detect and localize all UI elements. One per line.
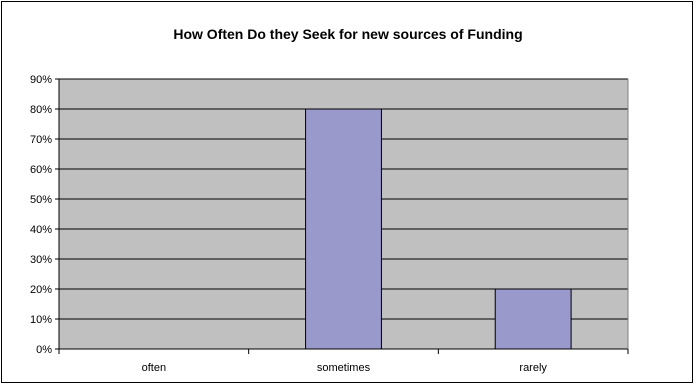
- bar-sometimes: [305, 108, 382, 350]
- x-tick-label: sometimes: [317, 362, 371, 374]
- y-tick-label: 50%: [30, 194, 52, 206]
- y-tick-label: 20%: [30, 284, 52, 296]
- x-axis-ticks: often sometimes rarely: [58, 349, 629, 374]
- y-tick-label: 0%: [36, 344, 52, 356]
- axes: [58, 79, 629, 350]
- x-tick-label: rarely: [519, 362, 547, 374]
- y-tick-label: 80%: [30, 104, 52, 116]
- y-tick-label: 90%: [30, 74, 52, 86]
- bars: [305, 108, 572, 350]
- y-tick-label: 10%: [30, 314, 52, 326]
- y-tick-label: 70%: [30, 134, 52, 146]
- y-tick-label: 60%: [30, 164, 52, 176]
- chart-title: How Often Do they Seek for new sources o…: [173, 26, 523, 42]
- y-tick-label: 30%: [30, 254, 52, 266]
- x-tick-label: often: [142, 362, 166, 374]
- y-axis-ticks: 0% 10% 20% 30% 40% 50% 60% 70% 80% 90%: [30, 74, 59, 356]
- bar-rarely: [494, 288, 572, 350]
- y-tick-label: 40%: [30, 224, 52, 236]
